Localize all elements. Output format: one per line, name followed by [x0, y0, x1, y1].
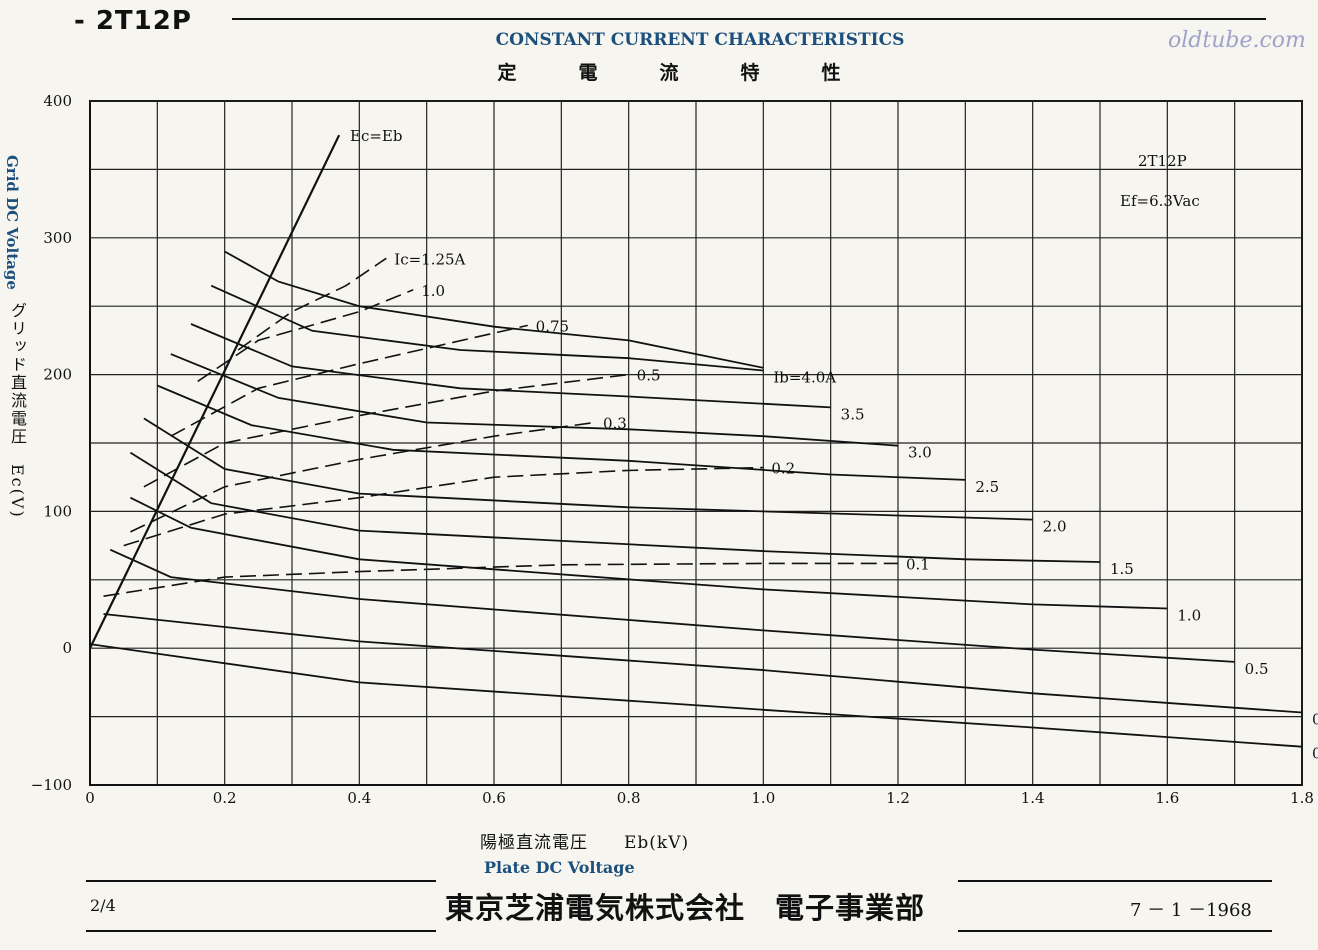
- plate-current-label: 1.0: [1177, 607, 1201, 625]
- plate-current-curve: [129, 451, 1101, 563]
- plate-current-curve: [129, 496, 1168, 610]
- y-tick-label: 0: [62, 639, 72, 657]
- grid-current-label: Ic=1.25A: [394, 250, 465, 268]
- grid-current-curve: [103, 562, 898, 597]
- curves: [89, 134, 1303, 748]
- plate-current-label: 3.5: [841, 405, 865, 423]
- plate-current-label: 2.5: [975, 478, 999, 496]
- axis-ticks: 0 0.2 0.4 0.6 0.8 1.0 1.2 1.4 1.6 1.8 −100 0 100 200 3…: [31, 92, 1314, 807]
- footer-rule-left-bottom: [86, 930, 436, 932]
- plate-current-curve: [143, 417, 1033, 521]
- x-tick-label: 0.8: [617, 789, 641, 807]
- x-tick-label: 0: [85, 789, 95, 807]
- grid-current-label: 1.0: [421, 282, 445, 300]
- y-tick-label: 200: [43, 366, 72, 384]
- footer-page-number: 2/4: [90, 896, 116, 915]
- footer-rule-left: [86, 880, 436, 882]
- x-tick-label: 1.4: [1021, 789, 1045, 807]
- plate-current-curve: [103, 613, 1303, 714]
- footer-date: 7 － 1 －1968: [1130, 900, 1252, 921]
- grid-current-label: 0.5: [637, 367, 661, 385]
- y-axis-title-jp: グリッド直流電圧 Ec(V): [8, 302, 27, 519]
- y-axis-title-en: Grid DC Voltage: [3, 155, 21, 290]
- plate-current-label: 2.0: [1043, 518, 1067, 536]
- plate-current-label: 1.5: [1110, 560, 1134, 578]
- chart-title-jp: 定電流特性: [497, 62, 903, 84]
- plate-current-curve: [190, 323, 831, 409]
- grid-current-curve: [130, 421, 596, 533]
- x-tick-label: 1.8: [1290, 789, 1314, 807]
- chart-title-en: CONSTANT CURRENT CHARACTERISTICS: [495, 30, 905, 50]
- plate-current-curve: [156, 384, 966, 481]
- plate-current-curve: [109, 548, 1235, 663]
- plate-current-label: 0.5: [1245, 660, 1269, 678]
- grid-current-label: 0.2: [771, 460, 795, 478]
- plate-current-curve: [224, 250, 764, 369]
- curve-labels: 0 0.1 0.5 1.0 1.5 2.0 2.5 3.0 3.5 Ib=4.0A 0.1 0.2 0.…: [394, 250, 1318, 762]
- grid-current-curve: [143, 373, 629, 488]
- grid-current-curve: [170, 324, 528, 437]
- plate-current-label: 0.1: [1312, 710, 1318, 728]
- watermark: oldtube.com: [1168, 28, 1306, 53]
- plate-current-curve: [170, 353, 899, 447]
- grid-current-label: 0.1: [906, 555, 930, 573]
- grid: [89, 100, 1303, 786]
- footer-rule-right-bottom: [958, 930, 1272, 932]
- plate-current-label: 3.0: [908, 444, 932, 462]
- x-axis-title-jp: 陽極直流電圧 Eb(kV): [480, 833, 690, 853]
- grid-current-curve: [237, 257, 387, 351]
- footer-rule-right: [958, 880, 1272, 882]
- plate-current-label: 0: [1312, 745, 1318, 763]
- plate-current-curve: [89, 643, 1303, 748]
- x-tick-label: 0.6: [482, 789, 506, 807]
- footer-company: 東京芝浦電気株式会社 電子事業部: [445, 891, 926, 925]
- x-tick-label: 0.4: [347, 789, 371, 807]
- x-tick-label: 1.6: [1155, 789, 1179, 807]
- annotation-ec-eq-eb: Ec=Eb: [350, 127, 402, 145]
- x-tick-label: 1.0: [751, 789, 775, 807]
- y-tick-label: 100: [43, 502, 72, 520]
- ec-eq-eb-line: [89, 134, 341, 649]
- y-tick-label: 400: [43, 92, 72, 110]
- x-tick-label: 1.2: [886, 789, 910, 807]
- plate-current-label: Ib=4.0A: [773, 368, 836, 386]
- tube-title: - 2T12P: [74, 6, 192, 36]
- y-tick-label: 300: [43, 229, 72, 247]
- annotation-filament: Ef=6.3Vac: [1120, 192, 1200, 210]
- annotation-tube: 2T12P: [1138, 152, 1187, 170]
- plate-current-curve: [210, 284, 764, 372]
- grid-current-label: 0.3: [603, 414, 627, 432]
- x-axis-title-en: Plate DC Voltage: [484, 858, 635, 877]
- top-rule: [232, 18, 1266, 20]
- y-tick-label: −100: [31, 776, 72, 794]
- grid-current-label: 0.75: [536, 317, 569, 335]
- x-tick-label: 0.2: [213, 789, 237, 807]
- grid-current-curve: [197, 289, 414, 383]
- grid-current-curve: [123, 466, 764, 547]
